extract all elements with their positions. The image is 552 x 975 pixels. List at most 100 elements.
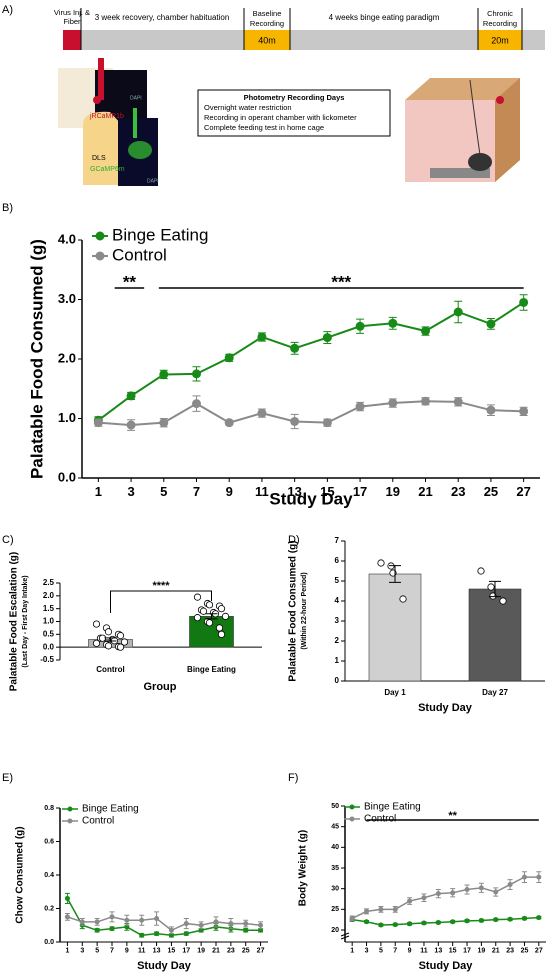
y-tick-label: 40 xyxy=(331,844,339,851)
marker xyxy=(224,353,234,363)
x-tick-label: 23 xyxy=(506,947,514,954)
marker xyxy=(521,874,527,880)
gcamp-signal xyxy=(128,141,152,159)
duration: 40m xyxy=(258,35,276,45)
y-tick-label: 0.4 xyxy=(44,872,54,879)
legend-label: Control xyxy=(364,814,396,825)
data-point xyxy=(199,607,208,615)
marker xyxy=(159,369,169,379)
timeline-label: Fiber xyxy=(63,17,81,26)
x-tick-label: 17 xyxy=(463,947,471,954)
chronic-block xyxy=(478,30,522,50)
data-point xyxy=(221,612,230,620)
x-tick-label: 7 xyxy=(110,947,114,954)
y-tick-label: 50 xyxy=(331,803,339,810)
x-tick-label: 1 xyxy=(350,947,354,954)
x-tick-label: 19 xyxy=(197,947,205,954)
brain-label: jRCaMP1b xyxy=(89,113,124,120)
data-point xyxy=(215,624,224,632)
mouse xyxy=(468,153,492,171)
panel-label: D) xyxy=(288,534,300,546)
marker xyxy=(450,890,456,896)
x-tick-label: 19 xyxy=(386,484,400,499)
marker xyxy=(64,914,70,920)
marker xyxy=(183,931,189,937)
panel-label: F) xyxy=(288,772,298,784)
x-tick-label: 9 xyxy=(125,947,129,954)
x-tick-label: Control xyxy=(96,665,124,674)
x-axis-label: Study Day xyxy=(418,702,473,714)
bar xyxy=(368,573,422,682)
marker xyxy=(464,886,470,892)
significance-label: ** xyxy=(123,272,137,291)
data-point xyxy=(193,614,202,622)
marker xyxy=(486,405,496,415)
x-tick-label: 21 xyxy=(212,947,220,954)
brain-label: DLS xyxy=(92,155,106,162)
y-tick-label: 2.5 xyxy=(43,578,55,587)
data-point xyxy=(217,630,226,638)
marker xyxy=(536,915,542,921)
marker xyxy=(521,915,527,921)
data-point xyxy=(116,632,125,640)
y-tick-label: 0.0 xyxy=(43,642,55,651)
x-tick-label: 9 xyxy=(226,484,233,499)
marker xyxy=(243,927,249,933)
marker xyxy=(139,917,145,923)
legend-marker xyxy=(95,231,105,241)
series-line xyxy=(98,400,524,427)
y-tick-label: 4 xyxy=(335,596,340,605)
timeline-label: Chronic xyxy=(487,9,513,18)
legend-label: Binge Eating xyxy=(364,802,421,813)
marker xyxy=(519,297,529,307)
x-tick-label: 7 xyxy=(193,484,200,499)
marker xyxy=(94,919,100,925)
marker xyxy=(93,418,103,428)
virus-block xyxy=(63,30,81,50)
x-tick-label: 15 xyxy=(168,947,176,954)
marker xyxy=(421,895,427,901)
y-tick-label: 3 xyxy=(335,616,340,625)
marker xyxy=(507,916,513,922)
y-axis-sublabel: (Within 22-hour Period) xyxy=(301,572,308,649)
y-tick-label: 6 xyxy=(335,556,340,565)
data-point xyxy=(104,642,113,650)
data-point xyxy=(92,639,101,647)
timeline-label: Recording xyxy=(250,19,284,28)
x-tick-label: 13 xyxy=(434,947,442,954)
significance-bracket xyxy=(110,590,212,613)
y-tick-label: 2.0 xyxy=(43,591,55,600)
legend-marker xyxy=(67,818,73,824)
x-tick-label: 15 xyxy=(320,484,334,499)
y-tick-label: 0.0 xyxy=(44,939,54,946)
error-bar xyxy=(205,613,218,620)
x-tick-label: Binge Eating xyxy=(187,665,236,674)
lickometer xyxy=(496,96,504,104)
x-tick-label: 23 xyxy=(227,947,235,954)
marker xyxy=(435,891,441,897)
error-bar xyxy=(489,580,501,598)
y-axis-label: Palatable Food Escalation (g) xyxy=(9,552,20,691)
panel-label: B) xyxy=(2,202,13,214)
x-tick-label: 27 xyxy=(535,947,543,954)
legend-label: Control xyxy=(112,245,167,264)
y-tick-label: 0 xyxy=(335,676,340,685)
x-tick-label: 1 xyxy=(95,484,102,499)
bar xyxy=(189,616,234,648)
marker xyxy=(126,420,136,430)
fiber xyxy=(133,108,137,138)
error-bar xyxy=(104,637,117,642)
marker xyxy=(243,921,249,927)
timeline-label: Virus Inj. & xyxy=(54,8,90,17)
marker xyxy=(421,920,427,926)
panel-label: A) xyxy=(2,4,13,16)
marker xyxy=(450,919,456,925)
significance-label: *** xyxy=(331,272,351,291)
data-point xyxy=(104,628,113,636)
y-tick-label: 25 xyxy=(331,906,339,913)
marker xyxy=(388,318,398,328)
y-tick-label: 35 xyxy=(331,865,339,872)
brain-label: DAPI xyxy=(147,178,159,184)
y-tick-label: 1.0 xyxy=(58,410,76,425)
x-tick-label: Day 27 xyxy=(482,688,508,697)
